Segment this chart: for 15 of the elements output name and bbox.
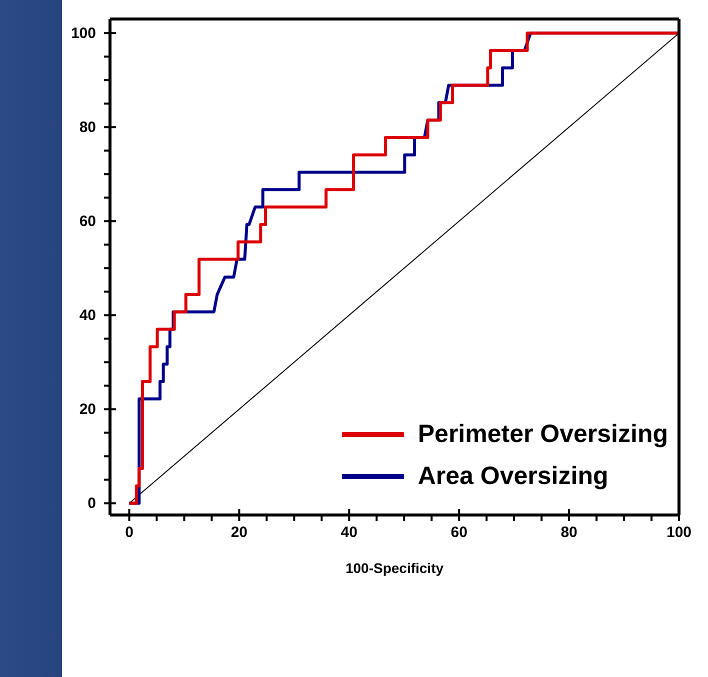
legend-label: Perimeter Oversizing	[418, 420, 668, 448]
y-tick-label: 100	[70, 25, 96, 42]
y-tick-label: 0	[88, 495, 96, 512]
x-tick-label: 100	[666, 524, 692, 541]
x-tick-label: 80	[560, 524, 578, 541]
y-tick-label: 80	[79, 119, 96, 136]
x-tick-label: 60	[450, 524, 468, 541]
x-tick-label: 40	[340, 524, 358, 541]
x-tick-label: 20	[230, 524, 248, 541]
y-tick-label: 40	[79, 307, 96, 324]
x-tick-label: 0	[125, 524, 134, 541]
legend-label: Area Oversizing	[418, 462, 608, 490]
x-axis-title: 100-Specificity	[345, 560, 444, 576]
y-tick-label: 60	[79, 213, 96, 230]
y-tick-label: 20	[79, 401, 96, 418]
